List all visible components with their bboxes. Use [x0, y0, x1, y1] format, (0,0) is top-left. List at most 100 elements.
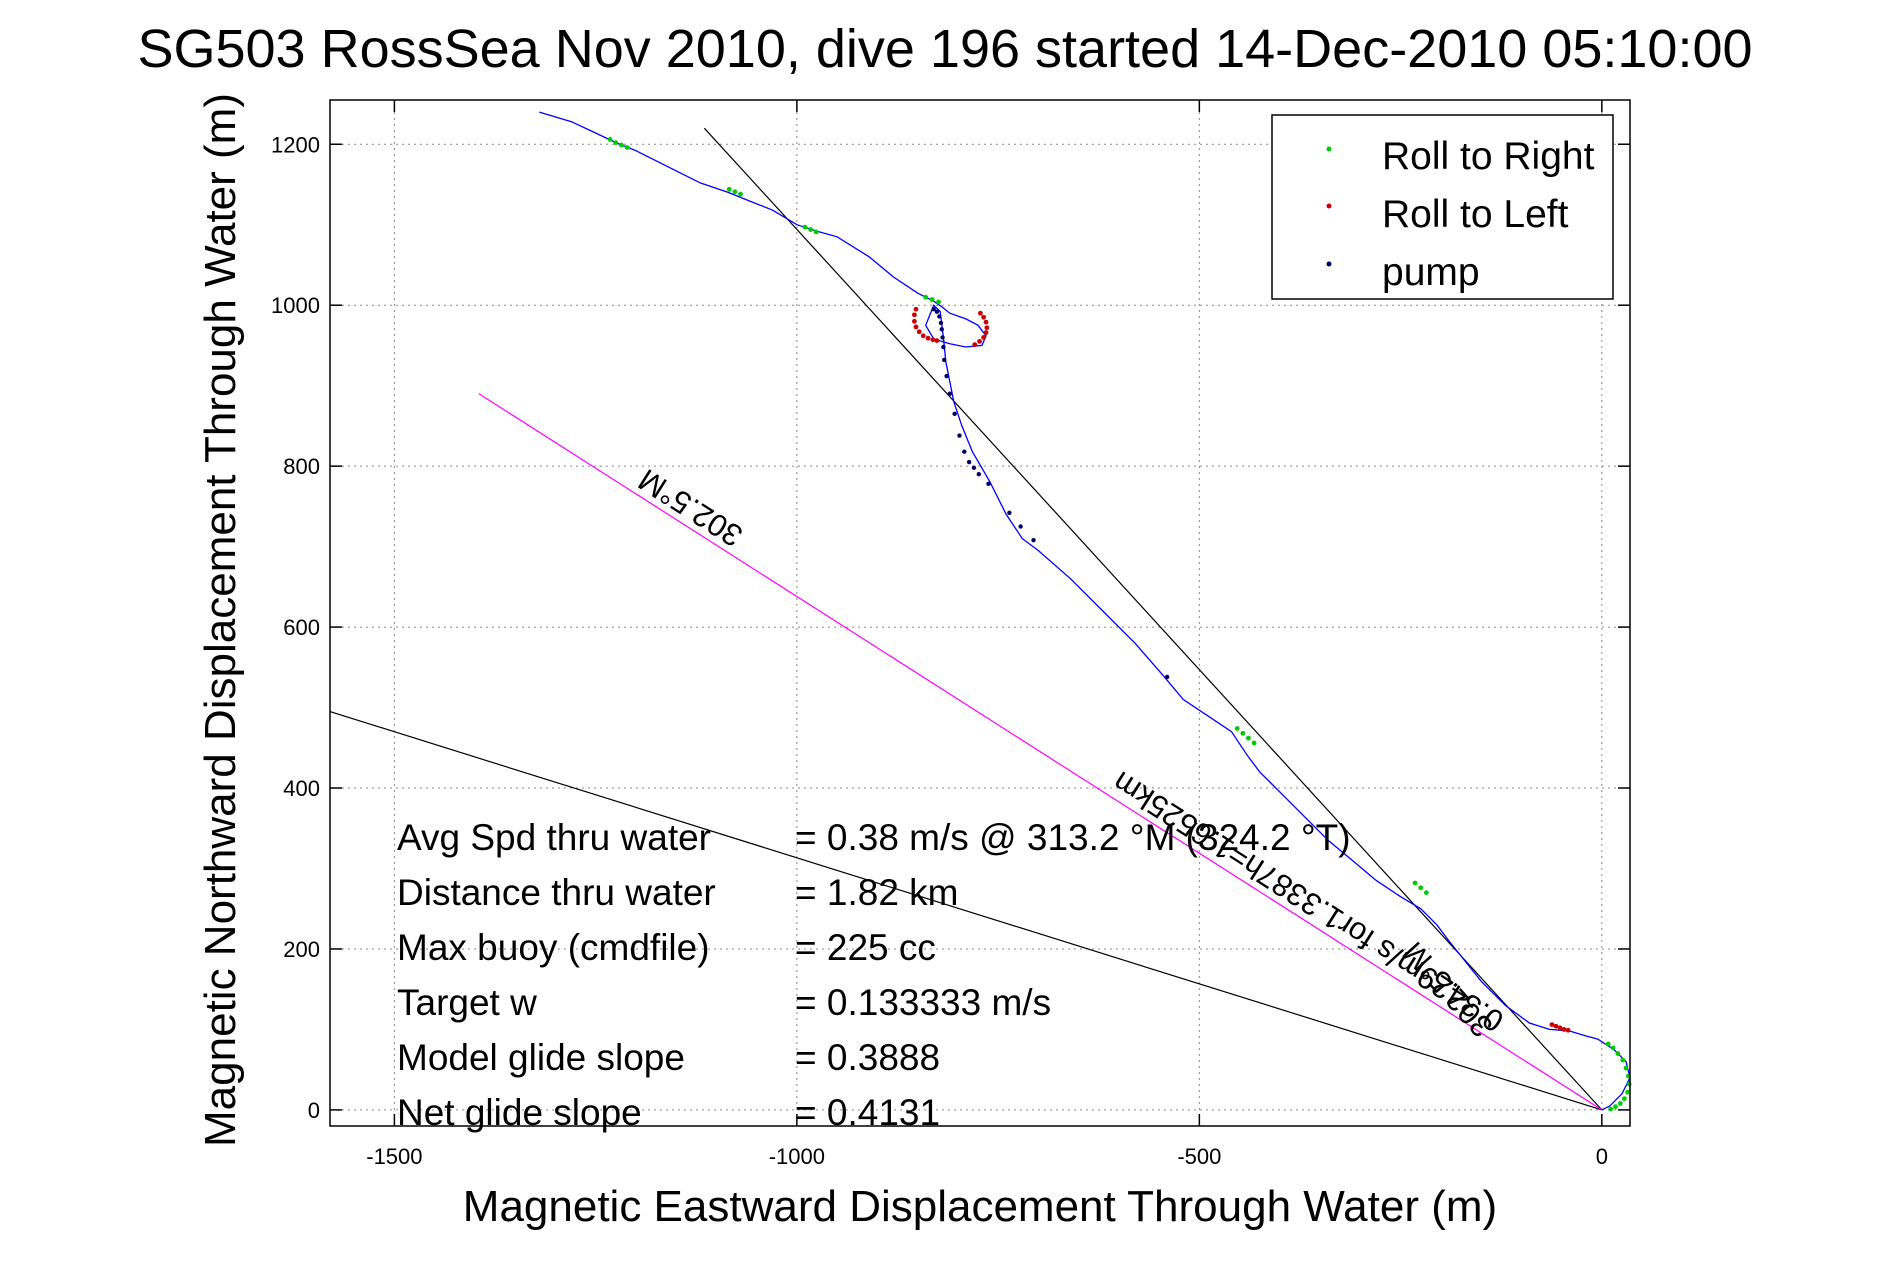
y-axis-label: Magnetic Northward Displacement Through … [196, 93, 245, 1147]
info-value-max-buoy: = 225 cc [795, 927, 936, 968]
reference-lines [329, 127, 1603, 1111]
dive-track [539, 111, 1631, 1111]
pump-point [941, 357, 947, 363]
roll-left-point [1561, 1027, 1567, 1032]
roll-left-point [981, 334, 987, 340]
roll-left-point [920, 333, 926, 339]
legend-marker-roll-left [1326, 203, 1332, 209]
pump-point [931, 307, 936, 312]
track-line [539, 111, 1631, 1111]
info-label-distance: Distance thru water [397, 872, 716, 913]
legend-label-roll-right: Roll to Right [1382, 135, 1595, 178]
roll-left-point [925, 335, 931, 341]
roll-right-point [1621, 1096, 1627, 1102]
info-label-max-buoy: Max buoy (cmdfile) [397, 927, 710, 968]
roll-left-point [977, 339, 982, 344]
legend-marker-roll-right [1326, 146, 1332, 152]
roll-left-point [1557, 1025, 1563, 1031]
info-value-distance: = 1.82 km [795, 872, 959, 913]
roll-right-point [1610, 1045, 1616, 1051]
roll-right-point [1617, 1101, 1623, 1106]
roll-left-point [930, 337, 936, 343]
roll-right-point [1605, 1041, 1611, 1047]
info-value-target-w: = 0.133333 m/s [795, 982, 1051, 1023]
x-tick-label: 0 [1596, 1144, 1608, 1169]
y-tick-label: 1200 [271, 132, 320, 157]
roll-left-point [1565, 1027, 1571, 1033]
heading-line [478, 393, 1603, 1111]
roll-left-point [911, 318, 917, 324]
legend: Roll to Right Roll to Left pump [1271, 114, 1614, 300]
y-tick-label: 400 [283, 776, 320, 801]
pump-point [944, 373, 949, 379]
pump-point [966, 459, 972, 465]
roll-left-point [983, 319, 989, 325]
roll-left-point [978, 310, 983, 316]
roll-right-point [1623, 1065, 1629, 1071]
x-tick-label: -1500 [366, 1144, 422, 1169]
roll-right-point [929, 297, 935, 302]
roll-right-point [1608, 1106, 1614, 1112]
pump-point [1031, 537, 1036, 543]
roll-right-point [1412, 880, 1418, 886]
roll-right-point [813, 229, 819, 235]
info-value-net-glide: = 0.4131 [795, 1092, 940, 1133]
pump-point [1018, 524, 1023, 529]
roll-right-point [923, 294, 929, 300]
roll-right-point [726, 186, 732, 192]
pump-point [947, 391, 953, 396]
x-tick-label: -1000 [769, 1144, 825, 1169]
y-tick-label: 800 [283, 454, 320, 479]
roll-right-point [1615, 1051, 1621, 1056]
pump-point [952, 411, 957, 417]
reference-line-0 [703, 127, 1603, 1111]
rotated-line-labels: 302.5°M 0.3429m/s for1.3387h=1.6525km 30… [632, 462, 1509, 1044]
info-label-model-glide: Model glide slope [397, 1037, 685, 1078]
roll-right-point [1234, 726, 1240, 731]
roll-right-point [936, 299, 941, 305]
heading-label-upper: 302.5°M [632, 462, 748, 554]
roll-right-point [624, 145, 630, 150]
roll-right-point [1620, 1057, 1626, 1063]
pump-point [986, 481, 991, 487]
x-tick-label: -500 [1177, 1144, 1221, 1169]
roll-right-point [1626, 1081, 1632, 1087]
info-value-avg-speed: = 0.38 m/s @ 313.2 °M (324.2 °T) [795, 817, 1351, 858]
x-axis-label: Magnetic Eastward Displacement Through W… [463, 1182, 1497, 1231]
y-tick-label: 600 [283, 615, 320, 640]
axis-ticks: -1500 -1000 -500 0 0 200 400 600 800 1000 1200 [271, 100, 1630, 1169]
legend-marker-pump [1326, 261, 1332, 267]
dive-info-box: Avg Spd thru water = 0.38 m/s @ 313.2 °M… [397, 817, 1351, 1133]
roll-left-point [934, 338, 940, 344]
roll-left-point [981, 314, 987, 320]
info-label-target-w: Target w [397, 982, 537, 1023]
chart-title: SG503 RossSea Nov 2010, dive 196 started… [137, 19, 1752, 79]
roll-right-point [613, 140, 619, 146]
roll-right-point [1423, 890, 1429, 896]
roll-left-point [983, 330, 989, 335]
roll-left-point [916, 329, 922, 335]
roll-left-point [913, 324, 919, 330]
info-label-net-glide: Net glide slope [397, 1092, 642, 1133]
pump-point [957, 433, 962, 438]
roll-right-point [802, 224, 808, 230]
roll-right-point [1251, 740, 1257, 746]
roll-right-point [1418, 885, 1424, 891]
pump-point [937, 314, 942, 319]
roll-right-point [607, 137, 613, 142]
plot-frame [329, 99, 1631, 1127]
pump-point [976, 471, 981, 477]
pump-point [1164, 674, 1170, 680]
roll-right-point [1246, 735, 1251, 741]
roll-left-point [972, 342, 978, 348]
roll-right-point [1613, 1104, 1618, 1110]
roll-left-point [1553, 1023, 1559, 1029]
roll-left-point [913, 306, 919, 312]
y-tick-label: 200 [283, 937, 320, 962]
roll-right-point [1240, 730, 1246, 736]
y-tick-label: 1000 [271, 293, 320, 318]
pump-point [934, 309, 940, 314]
pump-point [940, 335, 945, 340]
roll-left-point [911, 312, 917, 318]
